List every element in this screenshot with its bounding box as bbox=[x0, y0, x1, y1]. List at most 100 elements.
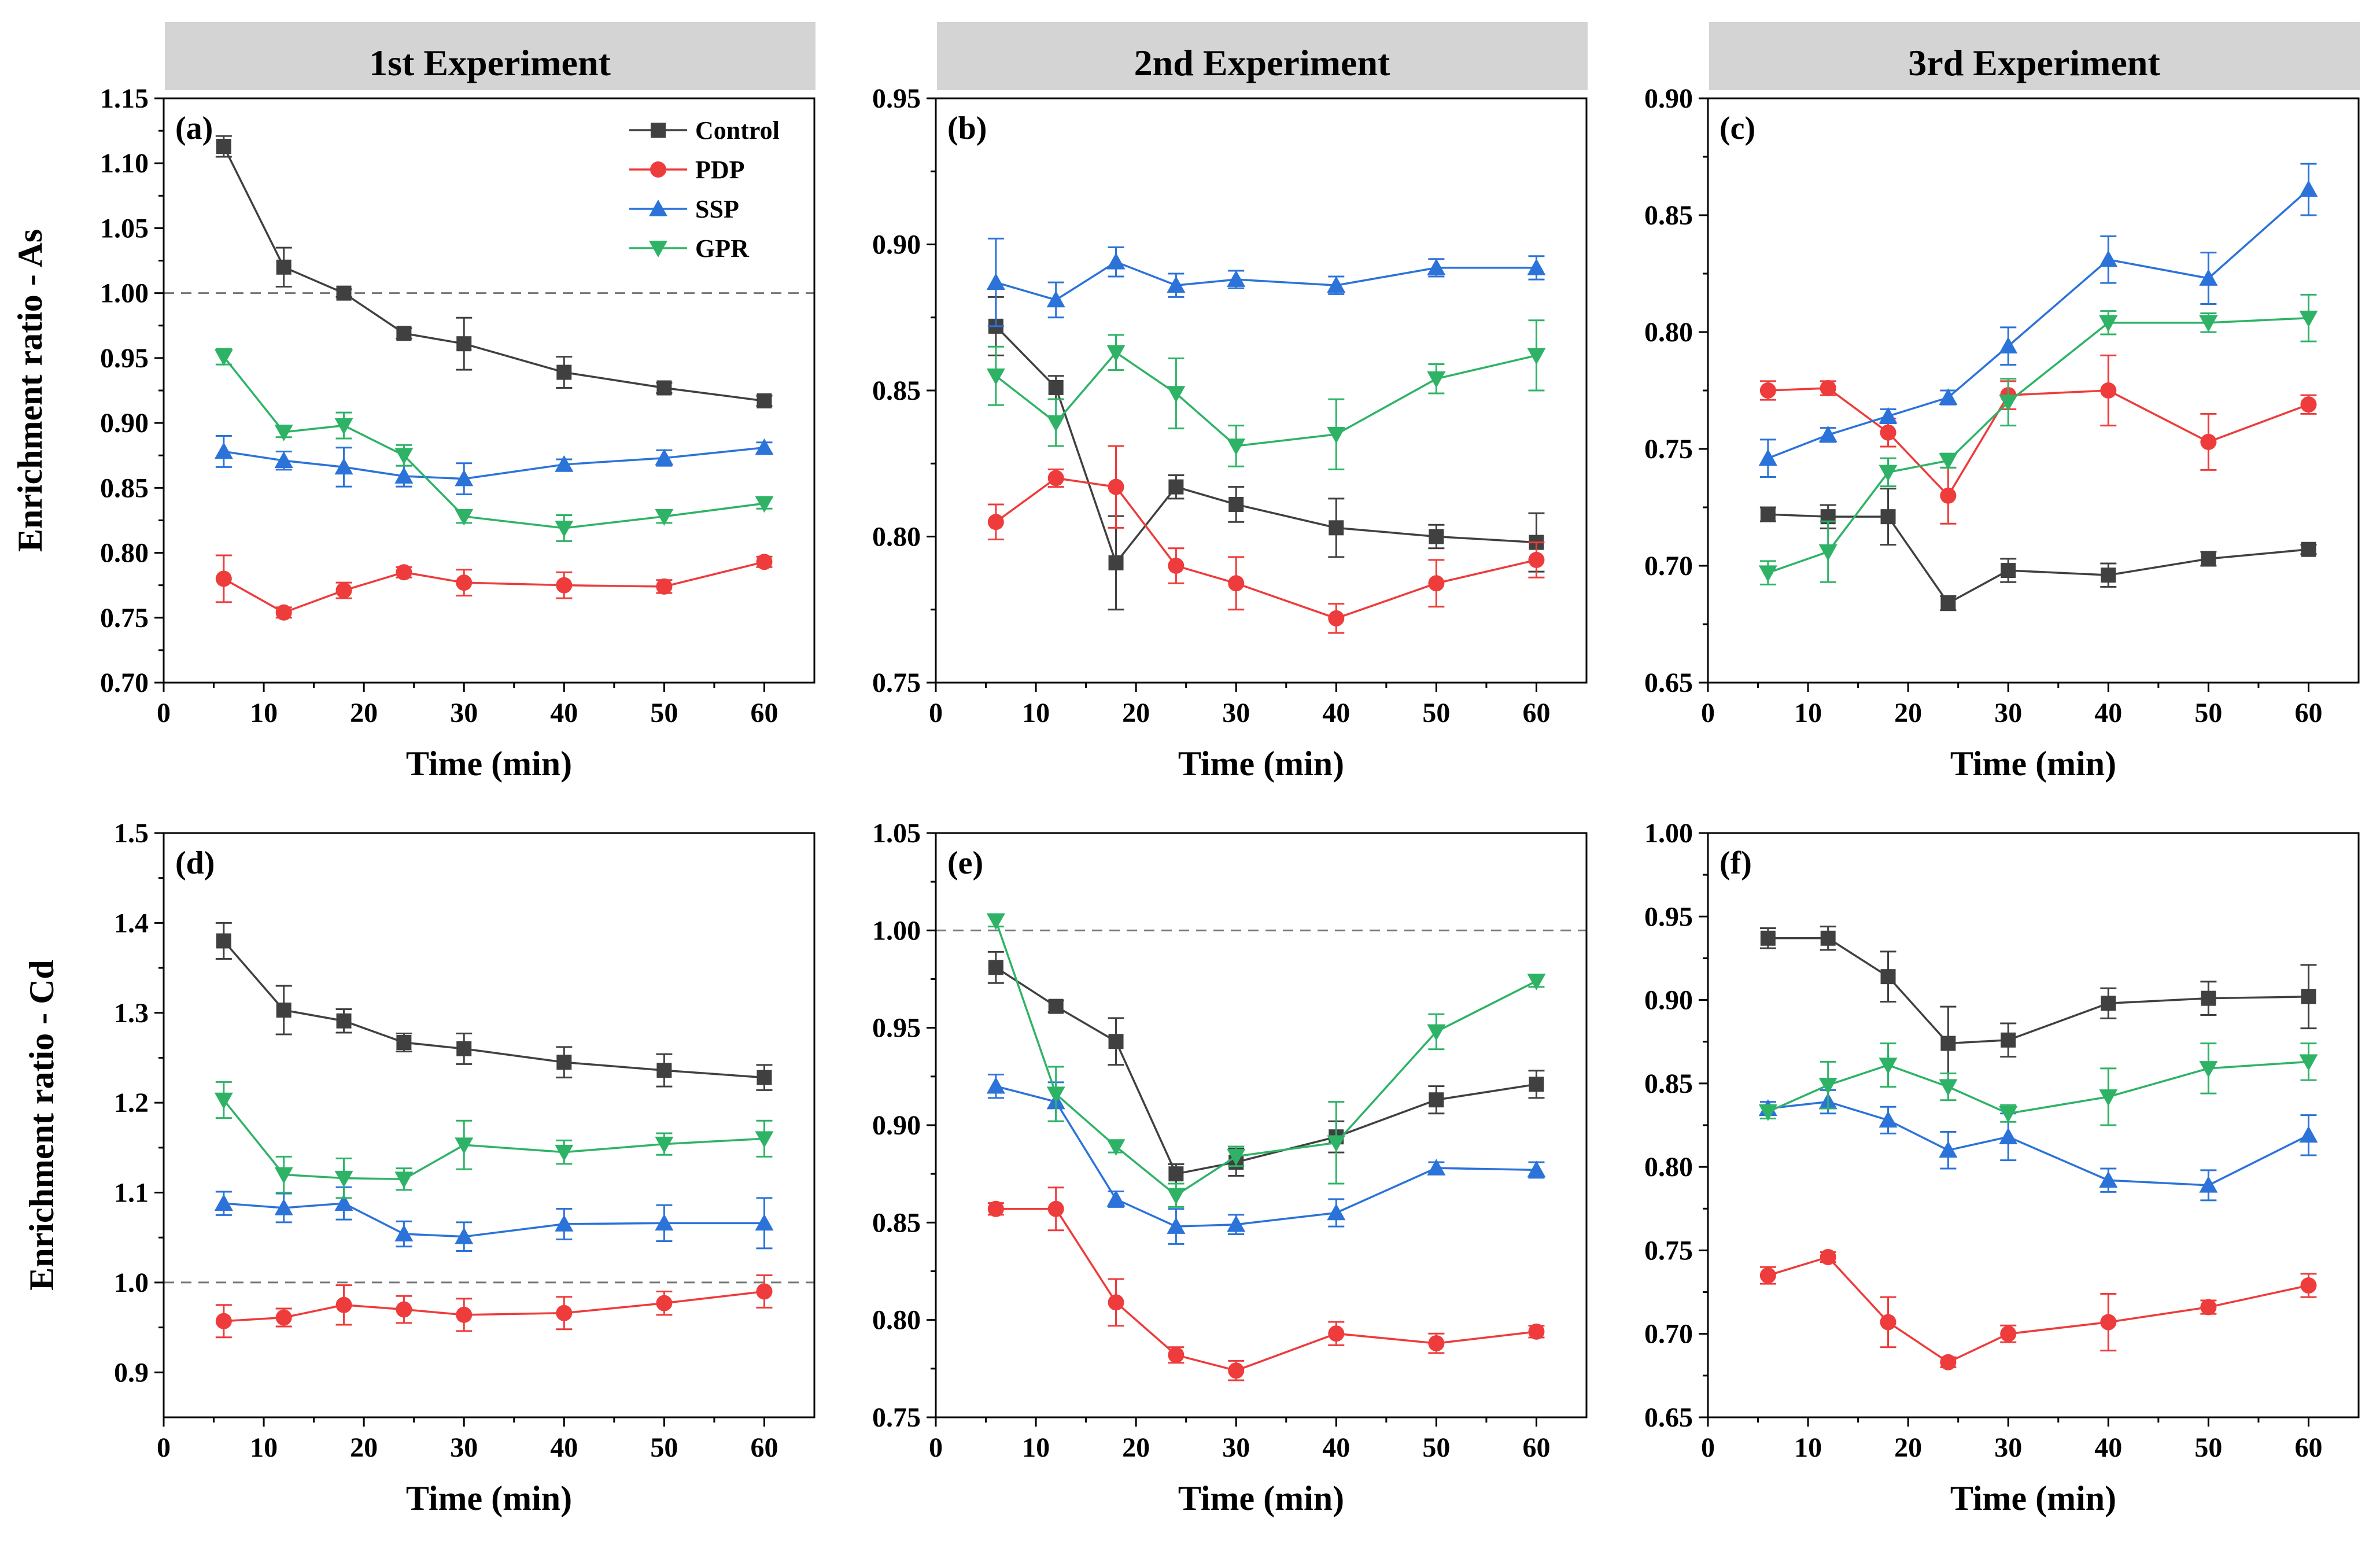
y-tick-label: 0.75 bbox=[872, 668, 921, 698]
data-point bbox=[1758, 449, 1777, 466]
series-gpr bbox=[986, 913, 1546, 1208]
data-point bbox=[2099, 1171, 2118, 1188]
data-point bbox=[2101, 568, 2116, 583]
data-point bbox=[2299, 310, 2318, 327]
data-point bbox=[274, 1167, 293, 1184]
y-tick-label: 0.85 bbox=[872, 375, 921, 406]
x-tick-label: 10 bbox=[250, 1432, 278, 1463]
y-tick-label: 0.90 bbox=[1644, 83, 1693, 114]
series-gpr bbox=[214, 348, 774, 542]
data-point bbox=[2001, 563, 2016, 578]
series-ssp bbox=[214, 1186, 774, 1252]
data-point bbox=[1106, 252, 1126, 270]
header-col-3: 3rd Experiment bbox=[1709, 22, 2360, 90]
data-point bbox=[987, 1200, 1004, 1217]
header-box-2 bbox=[937, 22, 1588, 90]
data-point bbox=[1529, 1077, 1544, 1092]
y-tick-label: 0.80 bbox=[1644, 317, 1693, 348]
data-point bbox=[336, 1013, 352, 1029]
x-tick-label: 0 bbox=[1701, 1432, 1715, 1463]
header-title-1: 1st Experiment bbox=[369, 42, 611, 83]
x-tick-label: 40 bbox=[550, 1432, 578, 1463]
series-line-gpr bbox=[995, 920, 1537, 1197]
data-point bbox=[216, 139, 231, 154]
data-point bbox=[1427, 258, 1446, 275]
data-point bbox=[1428, 575, 1445, 592]
data-point bbox=[655, 448, 674, 466]
data-point bbox=[2300, 396, 2317, 413]
data-point bbox=[2100, 1314, 2117, 1331]
data-point bbox=[1760, 507, 1776, 522]
panel-label: (a) bbox=[175, 110, 213, 146]
header-title-3: 3rd Experiment bbox=[1908, 42, 2160, 83]
data-point bbox=[1329, 520, 1344, 536]
series-line-pdp bbox=[995, 1208, 1537, 1372]
x-tick-label: 20 bbox=[350, 698, 378, 728]
header-box-1 bbox=[165, 22, 816, 90]
data-point bbox=[334, 1194, 353, 1211]
panel-label: (f) bbox=[1719, 845, 1752, 881]
y-tick-label: 0.95 bbox=[872, 83, 921, 114]
series-pdp bbox=[1759, 354, 2317, 525]
series-line-ssp bbox=[223, 1202, 765, 1238]
data-point bbox=[1820, 1248, 1836, 1265]
data-point bbox=[1168, 1166, 1184, 1182]
data-point bbox=[556, 577, 573, 594]
x-tick-label: 20 bbox=[1894, 698, 1922, 728]
data-point bbox=[2200, 433, 2217, 450]
data-point bbox=[1046, 290, 1065, 308]
y-tick-label: 1.00 bbox=[1644, 818, 1693, 849]
data-point bbox=[2299, 1126, 2318, 1143]
data-point bbox=[1759, 1267, 1776, 1284]
series-line-ssp bbox=[995, 260, 1537, 301]
panel-label: (e) bbox=[947, 845, 983, 881]
series-control bbox=[215, 135, 773, 408]
data-point bbox=[1167, 276, 1186, 293]
series-gpr bbox=[986, 319, 1546, 470]
x-tick-label: 0 bbox=[929, 1432, 943, 1463]
panel-label: (d) bbox=[175, 845, 215, 881]
plot-frame bbox=[1707, 97, 2360, 684]
legend-entry-ssp: SSP bbox=[629, 195, 739, 223]
legend-label: PDP bbox=[695, 156, 745, 184]
series-line-gpr bbox=[995, 351, 1537, 447]
data-point bbox=[1228, 575, 1245, 592]
y-tick-label: 0.75 bbox=[1644, 1235, 1693, 1266]
data-point bbox=[1228, 496, 1244, 512]
data-point bbox=[2099, 315, 2118, 332]
data-point bbox=[1327, 276, 1346, 293]
data-point bbox=[556, 1055, 572, 1070]
data-point bbox=[335, 582, 352, 599]
data-point bbox=[2199, 269, 2218, 286]
series-gpr bbox=[214, 1081, 774, 1199]
plot-frame bbox=[1707, 832, 2360, 1418]
data-point bbox=[1879, 465, 1898, 482]
y-tick-label: 1.00 bbox=[100, 278, 149, 309]
series-line-control bbox=[995, 966, 1537, 1176]
data-point bbox=[1879, 1111, 1898, 1128]
y-tick-label: 0.70 bbox=[1644, 1319, 1693, 1350]
panel-c: 0 10 20 30 40 50 60 0.65 0.70 0.75 0.80 0.85 0.90 (c)… bbox=[1644, 83, 2360, 783]
data-point bbox=[986, 273, 1005, 290]
data-point bbox=[1527, 258, 1546, 275]
data-point bbox=[1108, 1294, 1124, 1311]
data-point bbox=[274, 425, 293, 441]
y-tick-label: 0.9 bbox=[114, 1357, 149, 1388]
data-point bbox=[1880, 424, 1896, 441]
x-tick-label: 50 bbox=[2194, 1432, 2222, 1463]
x-tick-label: 20 bbox=[350, 1432, 378, 1463]
y-tick-label: 0.90 bbox=[872, 230, 921, 260]
y-tick-label: 1.00 bbox=[872, 915, 921, 946]
x-tick-label: 30 bbox=[1222, 1432, 1250, 1463]
x-tick-label: 10 bbox=[250, 698, 278, 728]
data-point bbox=[1106, 1139, 1126, 1156]
series-gpr bbox=[1758, 293, 2318, 585]
data-point bbox=[656, 1295, 673, 1311]
x-tick-label: 60 bbox=[2294, 1432, 2322, 1463]
y-tick-label: 1.2 bbox=[114, 1088, 149, 1118]
data-point bbox=[1939, 388, 1958, 405]
series-control bbox=[215, 922, 773, 1091]
data-point bbox=[1106, 345, 1126, 362]
series-line-gpr bbox=[223, 1099, 765, 1180]
x-tick-label: 20 bbox=[1122, 1432, 1150, 1463]
